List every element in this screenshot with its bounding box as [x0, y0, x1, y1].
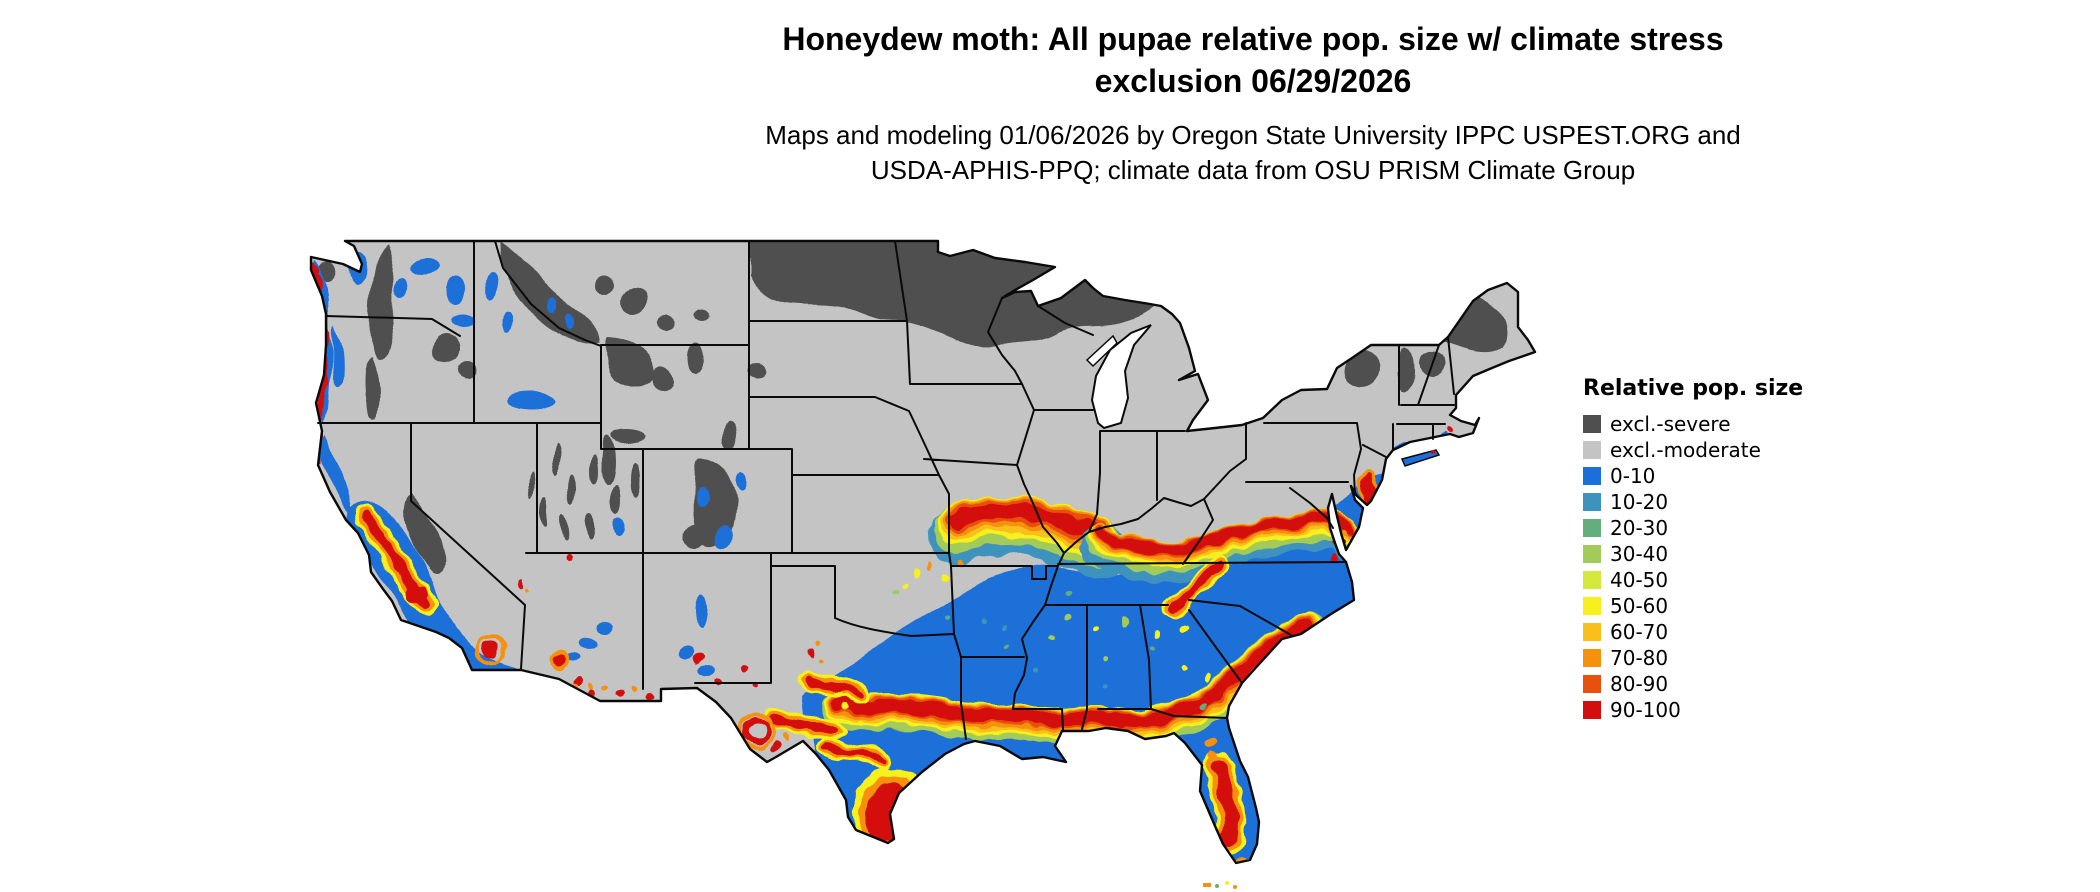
- subtitle-line2: USDA-APHIS-PPQ; climate data from OSU PR…: [870, 155, 1636, 185]
- legend-label: 50-60: [1610, 594, 1669, 618]
- legend-item: 0-10: [1583, 463, 1803, 489]
- legend-swatch-excl-moderate: [1583, 441, 1601, 459]
- legend-item: 80-90: [1583, 671, 1803, 697]
- us-map: [309, 239, 1537, 889]
- legend-swatch-10-20: [1583, 493, 1601, 511]
- legend-item: 20-30: [1583, 515, 1803, 541]
- legend-label: 40-50: [1610, 568, 1669, 592]
- legend-swatch-40-50: [1583, 571, 1601, 589]
- figure-subtitle: Maps and modeling 01/06/2026 by Oregon S…: [403, 118, 2100, 188]
- subtitle-line1: Maps and modeling 01/06/2026 by Oregon S…: [765, 120, 1741, 150]
- florida-keys-specks: [1203, 881, 1237, 889]
- legend-item: excl.-moderate: [1583, 437, 1803, 463]
- us-outline: [309, 239, 1537, 865]
- legend-swatch-0-10: [1583, 467, 1601, 485]
- green-bay: [1085, 334, 1118, 368]
- legend-item: 40-50: [1583, 567, 1803, 593]
- page-title-line2: exclusion 06/29/2026: [1094, 63, 1412, 99]
- legend-title: Relative pop. size: [1583, 376, 1804, 401]
- legend-label: excl.-severe: [1610, 412, 1731, 436]
- legend-swatch-excl-severe: [1583, 415, 1601, 433]
- legend-item: 70-80: [1583, 645, 1803, 671]
- legend-label: 0-10: [1610, 464, 1656, 488]
- legend-label: 30-40: [1610, 542, 1669, 566]
- legend-swatch-60-70: [1583, 623, 1601, 641]
- legend-swatch-30-40: [1583, 545, 1601, 563]
- legend-label: 70-80: [1610, 646, 1669, 670]
- legend-swatch-70-80: [1583, 649, 1601, 667]
- map-legend: Relative pop. size excl.-severe excl.-mo…: [1583, 376, 1803, 723]
- long-island-detail: [1431, 450, 1435, 454]
- legend-item: 30-40: [1583, 541, 1803, 567]
- legend-item: 50-60: [1583, 593, 1803, 619]
- legend-swatch-20-30: [1583, 519, 1601, 537]
- state-borders: [317, 240, 1455, 740]
- page-title-line1: Honeydew moth: All pupae relative pop. s…: [782, 21, 1724, 57]
- legend-label: 90-100: [1610, 698, 1681, 722]
- legend-label: excl.-moderate: [1610, 438, 1761, 462]
- legend-label: 10-20: [1610, 490, 1669, 514]
- legend-item: 60-70: [1583, 619, 1803, 645]
- legend-swatch-80-90: [1583, 675, 1601, 693]
- legend-label: 60-70: [1610, 620, 1669, 644]
- excluded-moderate-base: [311, 241, 1535, 863]
- long-island: [1400, 449, 1441, 467]
- legend-item: 10-20: [1583, 489, 1803, 515]
- legend-swatch-50-60: [1583, 597, 1601, 615]
- figure-header: Honeydew moth: All pupae relative pop. s…: [403, 18, 2100, 188]
- legend-item: excl.-severe: [1583, 411, 1803, 437]
- legend-label: 80-90: [1610, 672, 1669, 696]
- legend-label: 20-30: [1610, 516, 1669, 540]
- legend-swatch-90-100: [1583, 701, 1601, 719]
- legend-item: 90-100: [1583, 697, 1803, 723]
